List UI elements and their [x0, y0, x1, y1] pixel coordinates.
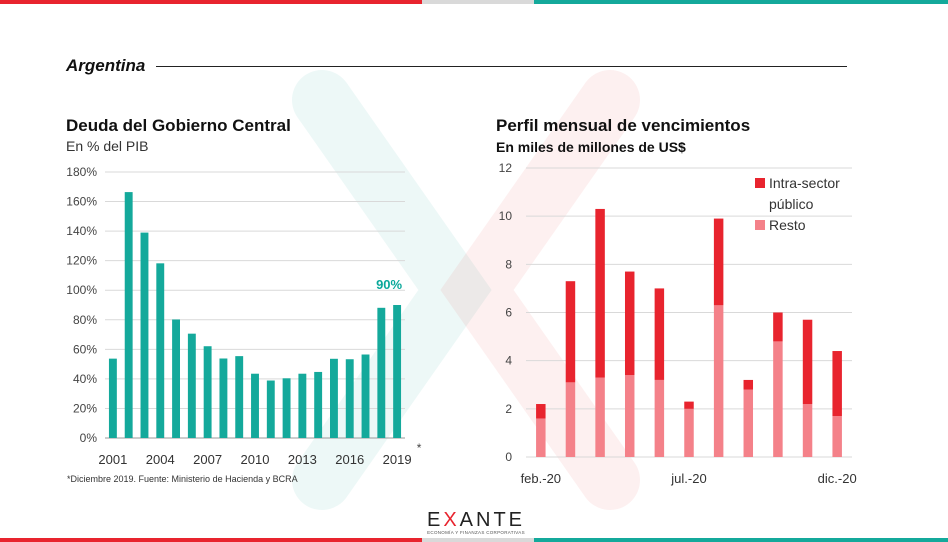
logo-wordmark: EXANTE — [425, 510, 527, 530]
maturities-x-tick-label: dic.-20 — [818, 471, 857, 486]
debt-y-tick-label: 0% — [80, 431, 98, 445]
debt-y-tick-label: 120% — [66, 254, 97, 268]
debt-bar — [219, 358, 228, 438]
maturities-bar-resto — [802, 404, 813, 457]
debt-footnote-marker: * — [417, 441, 422, 455]
maturities-y-tick-label: 10 — [499, 209, 513, 223]
maturities-chart-subtitle: En miles de millones de US$ — [496, 139, 686, 155]
debt-y-tick-label: 80% — [73, 313, 97, 327]
maturities-y-tick-label: 8 — [505, 257, 512, 271]
maturities-bar-intra — [832, 351, 842, 417]
maturities-bar-intra — [802, 319, 813, 405]
debt-bar — [172, 319, 180, 438]
debt-bar — [330, 358, 338, 438]
debt-bar — [140, 232, 149, 438]
debt-y-tick-label: 140% — [66, 224, 97, 238]
debt-x-tick-label: 2010 — [241, 452, 270, 467]
maturities-bar-intra — [773, 312, 783, 342]
debt-x-tick-label: 2013 — [288, 452, 317, 467]
debt-bar — [235, 356, 244, 438]
debt-y-tick-label: 60% — [73, 342, 97, 356]
maturities-bar-resto — [684, 408, 694, 457]
maturities-bar-intra — [536, 404, 546, 419]
logo-letter-e: E — [426, 509, 444, 531]
maturities-bar-resto — [773, 341, 783, 457]
debt-x-tick-label: 2016 — [335, 452, 364, 467]
maturities-bar-resto — [565, 382, 576, 457]
debt-y-tick-label: 20% — [73, 401, 97, 415]
debt-bar — [345, 359, 354, 438]
debt-x-tick-label: 2001 — [98, 452, 127, 467]
maturities-y-tick-label: 0 — [505, 450, 512, 464]
debt-footnote: *Diciembre 2019. Fuente: Ministerio de H… — [67, 474, 298, 484]
debt-bar — [187, 333, 196, 438]
maturities-y-tick-label: 12 — [499, 161, 513, 175]
debt-bar — [314, 371, 323, 438]
maturities-bar-resto — [743, 389, 754, 457]
maturities-bar-intra — [743, 379, 754, 390]
legend-swatch-resto — [755, 220, 765, 230]
debt-bar — [251, 373, 259, 438]
maturities-chart-title: Perfil mensual de vencimientos — [496, 116, 751, 135]
bottom-accent-bar — [0, 538, 948, 542]
logo-letters-ante: ANTE — [459, 509, 526, 531]
debt-bar — [108, 358, 117, 438]
bottom-bar-teal — [534, 538, 948, 542]
debt-bar — [266, 380, 275, 438]
top-bar-grey — [422, 0, 534, 4]
debt-x-tick-label: 2004 — [146, 452, 175, 467]
logo-letter-x: X — [443, 509, 460, 531]
legend-swatch-intra — [755, 178, 765, 188]
debt-y-tick-label: 180% — [66, 165, 97, 179]
top-accent-bar — [0, 0, 948, 4]
debt-x-tick-label: 2007 — [193, 452, 222, 467]
maturities-bar-intra — [624, 271, 635, 376]
legend-label-resto: Resto — [769, 217, 806, 233]
debt-y-tick-label: 160% — [66, 195, 97, 209]
maturities-x-tick-label: jul.-20 — [670, 471, 706, 486]
legend-label-intra-line2: público — [769, 196, 814, 212]
maturities-bar-intra — [684, 401, 694, 409]
maturities-bar-resto — [624, 375, 635, 457]
maturities-bar-resto — [654, 379, 665, 457]
debt-bar — [361, 354, 370, 438]
maturities-x-tick-label: feb.-20 — [521, 471, 561, 486]
maturities-bar-intra — [713, 218, 724, 306]
top-bar-teal — [534, 0, 948, 4]
maturities-y-tick-label: 2 — [505, 402, 512, 416]
top-bar-red — [0, 0, 422, 4]
debt-chart-title: Deuda del Gobierno Central — [66, 116, 291, 135]
maturities-bar-resto — [595, 377, 605, 457]
maturities-bar-intra — [595, 208, 605, 378]
maturities-y-tick-label: 4 — [505, 354, 512, 368]
debt-data-label: 90% — [376, 277, 402, 292]
debt-y-tick-label: 40% — [73, 372, 97, 386]
debt-bar — [393, 305, 402, 438]
debt-bar — [156, 263, 165, 438]
debt-chart-subtitle: En % del PIB — [66, 138, 149, 154]
debt-bar — [282, 378, 291, 438]
debt-x-tick-label: 2019 — [383, 452, 412, 467]
maturities-bar-intra — [565, 281, 576, 383]
maturities-bar-resto — [832, 416, 842, 457]
logo-tagline: ECONOMÍA Y FINANZAS CORPORATIVAS — [427, 530, 525, 535]
maturities-bar-intra — [654, 288, 665, 380]
debt-bar — [298, 373, 307, 438]
bottom-bar-grey — [422, 538, 534, 542]
debt-y-tick-label: 100% — [66, 283, 97, 297]
exante-logo: EXANTE ECONOMÍA Y FINANZAS CORPORATIVAS — [425, 510, 527, 536]
maturities-y-tick-label: 6 — [505, 306, 512, 320]
region-title: Argentina — [66, 56, 154, 76]
maturities-bar-resto — [713, 305, 724, 457]
header-rule — [156, 66, 847, 67]
debt-bar — [377, 307, 386, 438]
debt-bar — [203, 346, 212, 438]
maturities-bar-resto — [536, 418, 546, 457]
bottom-bar-red — [0, 538, 422, 542]
legend-label-intra-line1: Intra-sector — [769, 175, 840, 191]
debt-bar — [124, 192, 133, 438]
